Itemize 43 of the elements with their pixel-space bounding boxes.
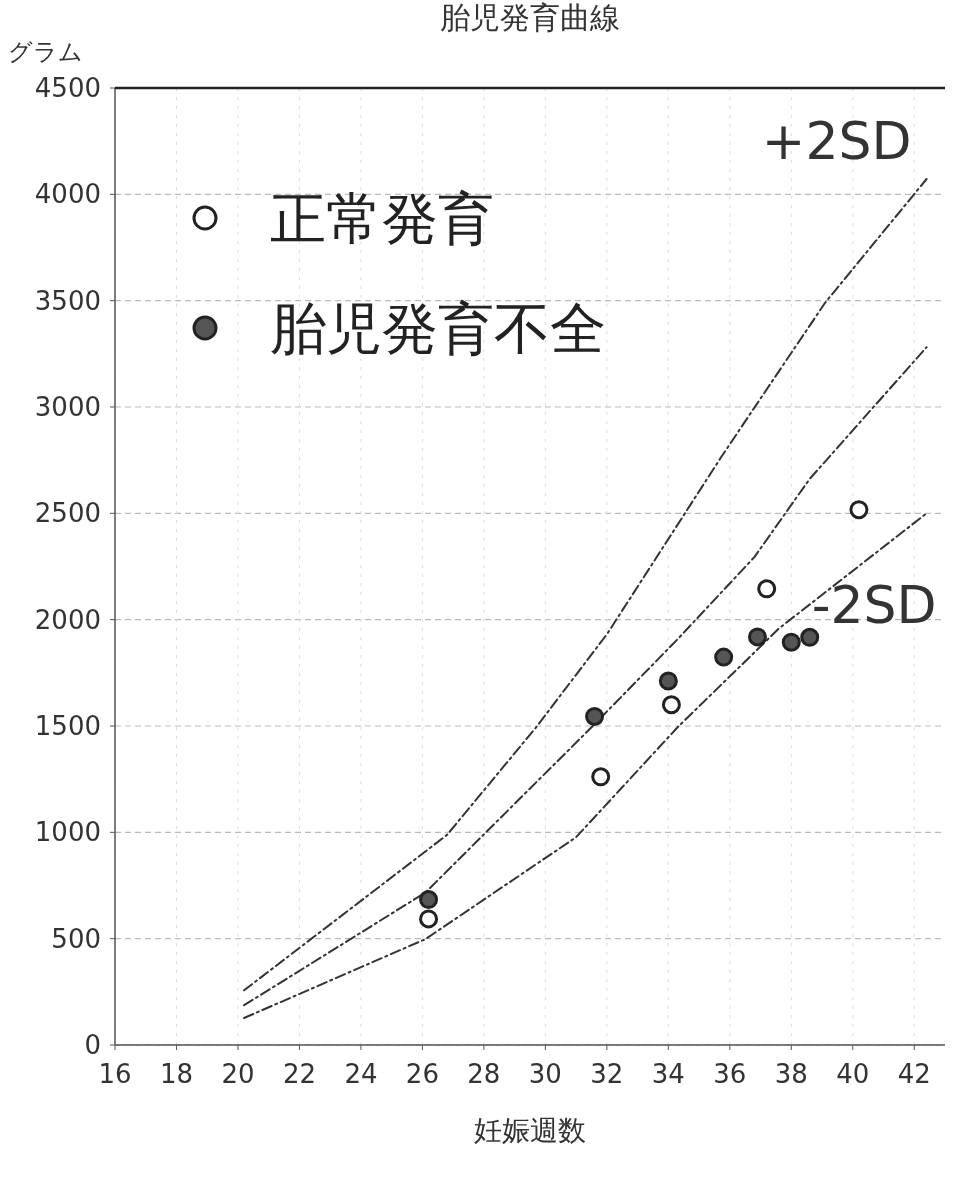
x-tick-label: 30	[528, 1059, 562, 1089]
x-tick-label: 24	[344, 1059, 378, 1089]
x-tick-label: 34	[651, 1059, 685, 1089]
legend-label: 正常発育	[270, 186, 494, 251]
y-tick-label: 0	[84, 1030, 101, 1060]
series-label: -2SD	[811, 575, 937, 636]
series-label: +2SD	[761, 111, 912, 172]
y-tick-label: 4000	[34, 179, 101, 210]
point	[658, 671, 678, 691]
x-tick-label: 26	[405, 1059, 439, 1089]
point	[591, 767, 611, 787]
point	[714, 647, 734, 667]
point	[661, 695, 681, 715]
x-tick-label: 20	[221, 1059, 255, 1089]
legend-label: 胎児発育不全	[270, 296, 606, 361]
x-axis-title: 妊娠週数	[474, 1114, 586, 1147]
y-tick-label: 1500	[34, 711, 101, 741]
y-tick-label: 2000	[34, 604, 101, 635]
point	[419, 909, 439, 929]
x-tick-label: 22	[282, 1059, 316, 1089]
y-tick-label: 3500	[34, 285, 101, 316]
y-axis-title: グラム	[8, 38, 83, 66]
x-tick-label: 36	[713, 1059, 747, 1089]
y-tick-label: 1000	[34, 817, 101, 848]
x-tick-label: 42	[897, 1059, 931, 1089]
y-tick-label: 3000	[34, 392, 101, 422]
point	[800, 627, 820, 647]
point	[849, 500, 869, 520]
x-tick-label: 18	[159, 1059, 194, 1089]
point	[747, 627, 767, 647]
x-tick-label: 16	[98, 1059, 132, 1089]
x-tick-label: 38	[774, 1059, 808, 1089]
point	[781, 632, 801, 652]
x-tick-label: 28	[467, 1059, 501, 1089]
y-tick-label: 2500	[34, 498, 101, 529]
point	[419, 890, 439, 910]
x-tick-label: 40	[836, 1059, 870, 1089]
chart-title: 胎児発育曲線	[440, 0, 620, 35]
x-tick-label: 32	[590, 1059, 624, 1089]
y-tick-label: 4500	[34, 73, 101, 103]
point	[757, 579, 777, 599]
y-tick-label: 500	[51, 923, 101, 954]
point	[585, 706, 605, 726]
